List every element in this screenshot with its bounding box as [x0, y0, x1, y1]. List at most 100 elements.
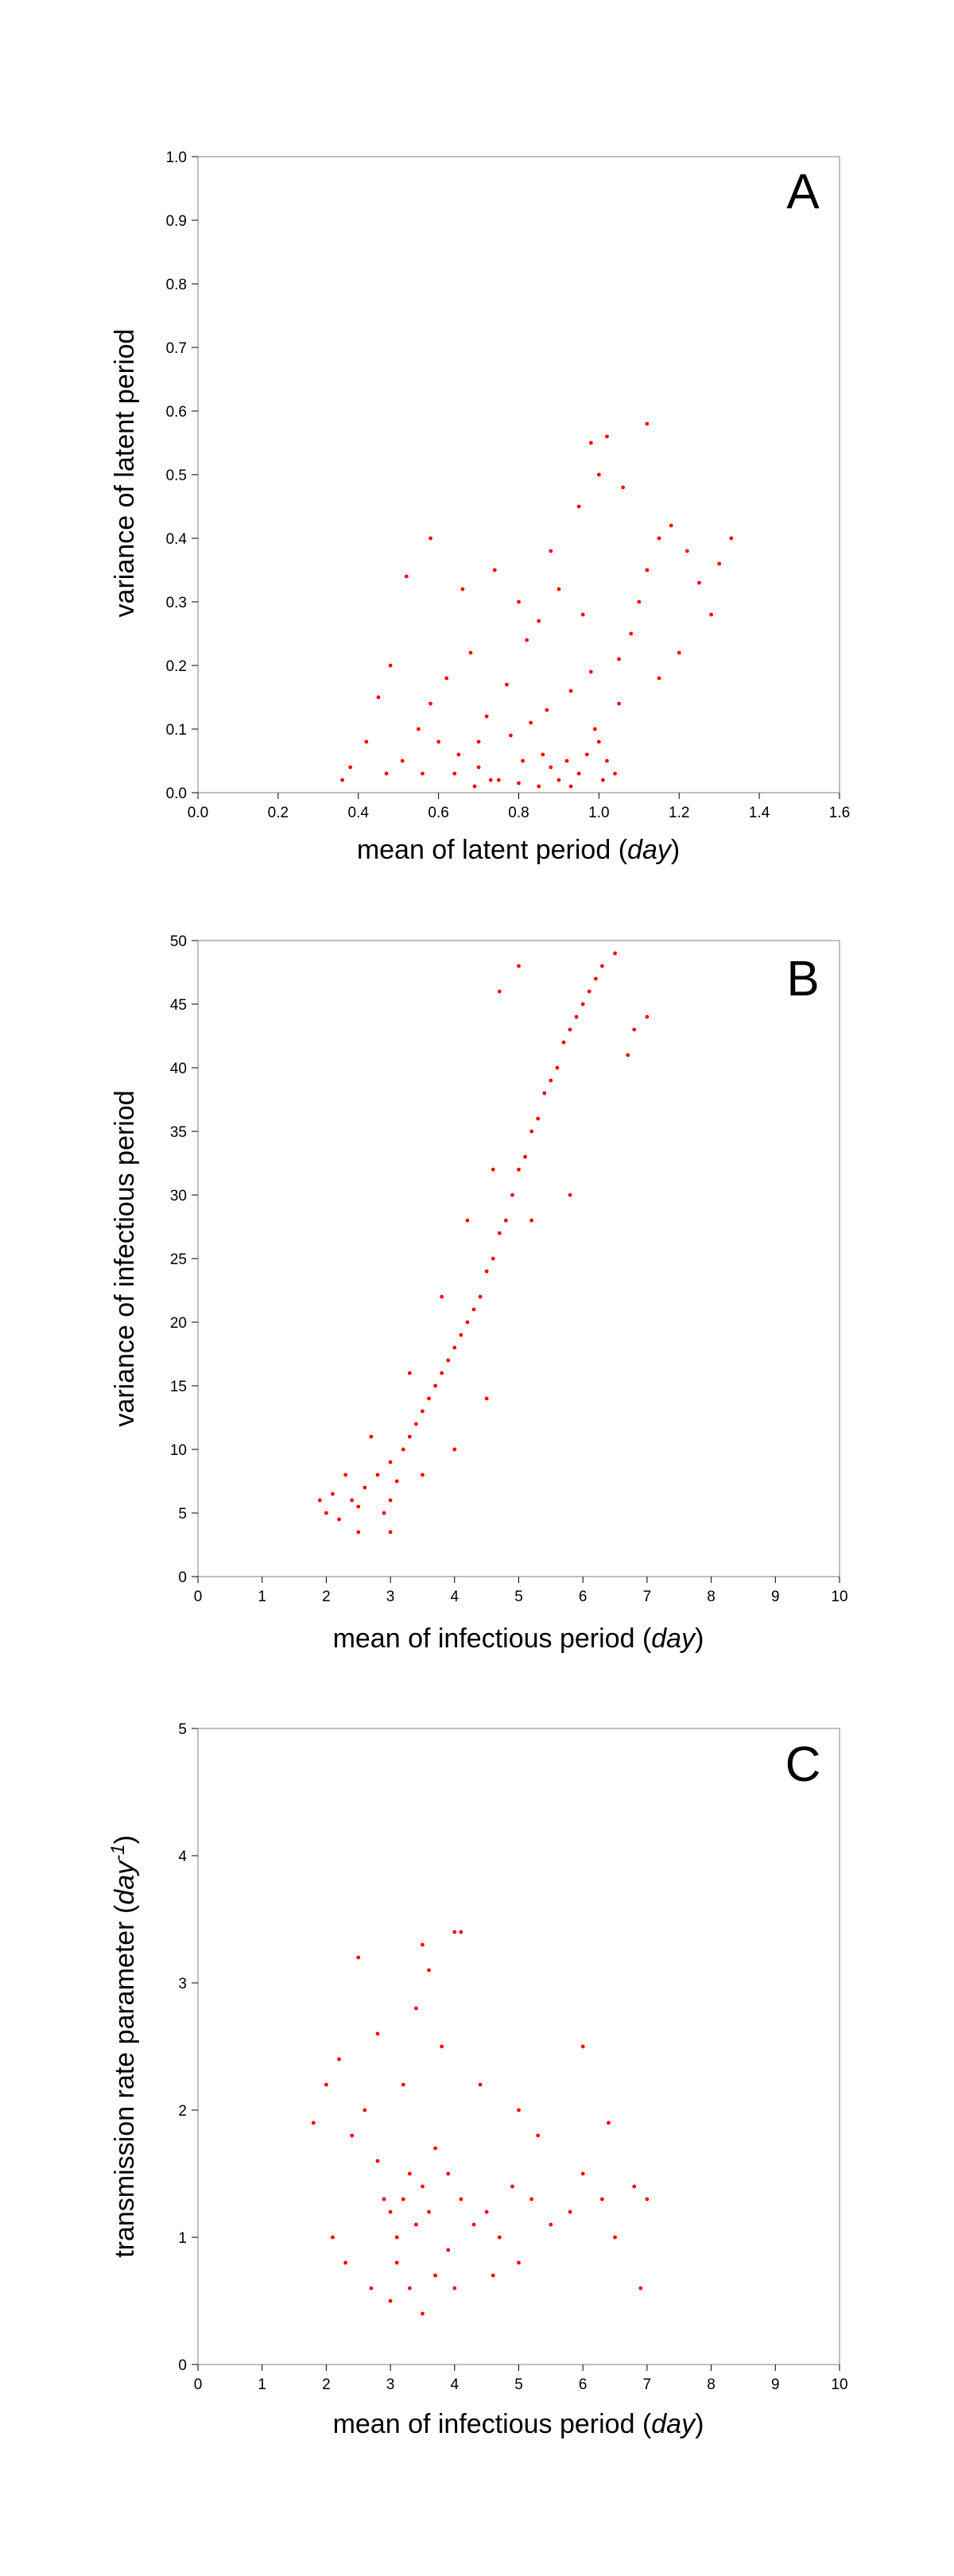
x-axis-label-close-paren: ) — [695, 1624, 704, 1654]
y-axis-unit-superscript: -1 — [107, 1845, 129, 1861]
data-point — [343, 1472, 348, 1477]
data-point — [465, 1218, 470, 1223]
x-tick-label: 9 — [771, 1589, 780, 1605]
data-point — [549, 2222, 553, 2227]
data-point — [465, 1320, 470, 1325]
data-point — [645, 1014, 650, 1019]
data-point — [484, 1396, 489, 1401]
data-point — [376, 695, 381, 700]
panel-c: 0 1 2 3 4 5 6 7 8 9 10 0 1 2 3 4 5 C mean of infectious… — [107, 1721, 848, 2439]
x-axis-ticks: 0.0 0.2 0.4 0.6 0.8 1.0 1.2 1.4 1.6 — [188, 793, 850, 821]
y-tick-label: 3 — [178, 1976, 187, 1992]
data-point — [478, 1294, 483, 1299]
data-point — [580, 612, 585, 617]
y-tick-label: 0 — [178, 2357, 187, 2374]
data-point — [478, 2082, 483, 2087]
data-point — [429, 701, 432, 706]
data-point — [459, 2197, 463, 2202]
panel-letter: C — [785, 1737, 821, 1792]
y-tick-label: 15 — [170, 1379, 187, 1395]
x-tick-label: 7 — [643, 2376, 652, 2393]
x-axis-unit: day — [627, 835, 673, 865]
data-point — [536, 2133, 541, 2138]
y-tick-label: 0.0 — [166, 786, 187, 802]
data-point — [394, 1479, 399, 1484]
data-point — [545, 708, 549, 712]
data-point — [433, 2273, 437, 2278]
data-point — [621, 485, 626, 490]
data-point — [436, 739, 441, 744]
data-point — [517, 2260, 521, 2265]
data-point — [529, 1129, 534, 1134]
x-tick-label: 0.6 — [428, 805, 448, 821]
data-point — [369, 2286, 374, 2291]
data-point — [382, 2197, 386, 2202]
y-tick-label: 0.7 — [166, 340, 187, 357]
data-point — [421, 1472, 425, 1477]
data-point — [541, 752, 545, 757]
data-point — [484, 1269, 489, 1274]
x-tick-label: 0.4 — [348, 805, 370, 821]
x-axis-unit: day — [651, 2409, 696, 2439]
x-axis-unit: day — [651, 1624, 696, 1654]
data-point — [421, 1942, 425, 1947]
data-point — [556, 587, 561, 592]
data-point — [433, 2146, 437, 2151]
data-point — [429, 536, 432, 541]
data-point — [697, 580, 701, 585]
data-point — [348, 765, 353, 770]
data-point — [529, 1218, 534, 1223]
data-point — [561, 1040, 566, 1045]
data-point — [525, 638, 529, 642]
x-tick-label: 10 — [831, 2376, 847, 2393]
data-point — [476, 765, 481, 770]
x-tick-label: 3 — [386, 2376, 395, 2393]
data-point — [645, 421, 650, 426]
x-tick-label: 4 — [451, 1589, 460, 1605]
data-point — [337, 2057, 341, 2062]
data-point — [669, 523, 673, 528]
x-tick-label: 7 — [643, 1589, 652, 1605]
y-tick-label: 20 — [170, 1315, 187, 1332]
y-axis-label-close-paren: ) — [110, 1835, 140, 1844]
data-point — [576, 504, 581, 509]
x-axis-label-open-paren: ( — [642, 1624, 652, 1654]
data-point — [580, 2171, 585, 2176]
data-point — [510, 2184, 514, 2189]
data-point — [452, 771, 457, 776]
data-point — [324, 1511, 328, 1515]
data-point — [456, 752, 461, 757]
y-tick-label: 0.3 — [166, 595, 187, 611]
x-tick-label: 0 — [194, 1589, 203, 1605]
data-point — [537, 784, 541, 789]
data-point — [401, 1447, 405, 1452]
data-point — [350, 2133, 355, 2138]
data-point — [510, 1193, 514, 1197]
data-point — [356, 1504, 361, 1509]
data-point — [394, 2235, 399, 2240]
y-axis-ticks: 0 1 2 3 4 5 — [178, 1721, 198, 2374]
data-point — [440, 1294, 444, 1299]
data-point — [596, 739, 601, 744]
x-tick-label: 3 — [386, 1589, 395, 1605]
data-point — [521, 758, 525, 763]
y-tick-label: 25 — [170, 1251, 187, 1268]
data-point — [421, 1409, 425, 1414]
data-point — [549, 765, 553, 770]
x-tick-label: 8 — [707, 1589, 716, 1605]
data-point — [555, 1065, 560, 1070]
data-point — [311, 2120, 316, 2125]
x-axis-label-text: mean of latent period — [357, 835, 611, 865]
data-point — [375, 2159, 380, 2163]
data-point — [645, 2197, 650, 2202]
y-axis-label: variance of infectious period — [110, 1090, 140, 1426]
data-point — [497, 2235, 502, 2240]
y-tick-label: 0.1 — [166, 722, 187, 739]
panel-letter: A — [786, 165, 820, 219]
data-point — [629, 631, 634, 636]
data-point — [588, 669, 593, 674]
data-point — [529, 2197, 534, 2202]
data-point — [317, 1498, 322, 1503]
x-tick-label: 8 — [707, 2376, 716, 2393]
data-point — [605, 434, 609, 439]
